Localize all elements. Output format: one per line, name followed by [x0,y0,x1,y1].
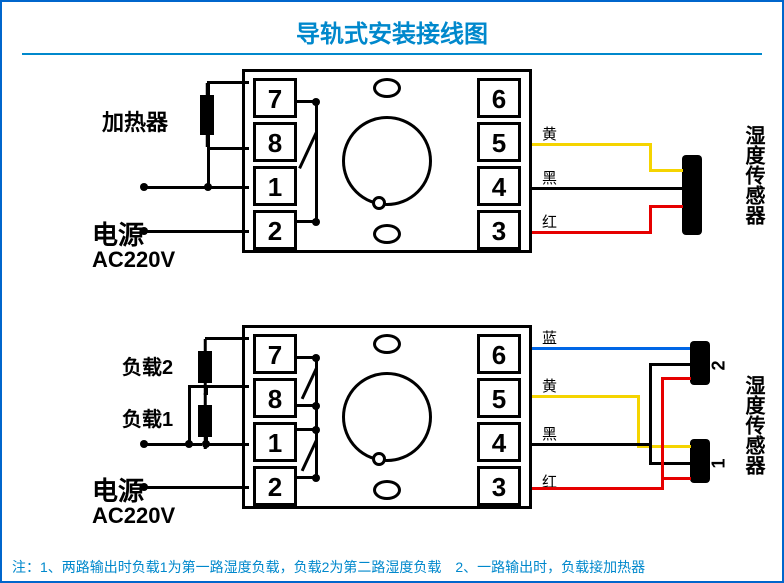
wire-label-red: 红 [542,211,557,232]
wire-red [661,377,664,489]
load2-icon [198,351,212,383]
wire [142,443,202,446]
sensor2-icon [690,341,710,385]
terminal-8: 8 [253,122,297,162]
wire-black [649,363,652,465]
terminal-3: 3 [477,466,521,506]
terminal-7: 7 [253,334,297,374]
wire-yellow [532,395,640,398]
wire-yellow [532,143,652,146]
wire [142,486,249,489]
page-title: 导轨式安装接线图 [22,2,762,55]
wire-black [649,462,691,465]
load1-icon [198,405,212,437]
wire [207,81,210,95]
mount-hole-icon [373,78,401,98]
wire [207,147,249,150]
terminal-2: 2 [253,466,297,506]
wire [207,147,210,187]
center-dial-icon [342,372,432,462]
wire-blue [532,347,690,350]
terminal-4: 4 [477,166,521,206]
module-top: 7 8 1 2 6 5 4 3 [242,69,532,253]
terminal-3: 3 [477,210,521,250]
footnote: 注：1、两路输出时负载1为第一路湿度负载，负载2为第二路湿度负载 2、一路输出时… [12,557,772,577]
wire [205,443,249,446]
wire [188,385,206,388]
diagram-area: 7 8 1 2 6 5 4 3 加热器 电源 AC220V 湿度传感器 黄 黑 … [2,55,782,565]
terminal-2: 2 [253,210,297,250]
terminal-1: 1 [253,166,297,206]
terminal-5: 5 [477,122,521,162]
terminal-5: 5 [477,378,521,418]
ac-label: AC220V [92,247,175,273]
wire [205,337,249,340]
wire [207,81,249,84]
terminal-dot-icon [140,440,148,448]
wire-black [649,363,691,366]
mount-hole-icon [373,480,401,500]
wire-black [532,443,652,446]
wire-yellow [649,143,652,171]
wire-label-yellow: 黄 [542,123,557,144]
wire-yellow [649,169,683,172]
heater-icon [200,95,214,135]
wire-red [649,205,683,208]
sensor1-num: 1 [709,458,730,468]
mount-hole-icon [373,224,401,244]
sensor1-icon [690,439,710,483]
load2-label: 负载2 [122,351,173,380]
mount-hole-icon [373,334,401,354]
wire-label-black: 黑 [542,423,557,444]
wire-red [532,487,664,490]
wire-label-black: 黑 [542,167,557,188]
terminal-1: 1 [253,422,297,462]
sensor-label: 湿度传感器 [739,125,768,225]
wire [205,385,249,388]
wire-yellow [637,395,640,445]
terminal-4: 4 [477,422,521,462]
wire-red [649,205,652,233]
ac-label: AC220V [92,503,175,529]
terminal-7: 7 [253,78,297,118]
wire-black [532,187,682,190]
heater-label: 加热器 [102,105,168,137]
junction-dot-icon [202,440,210,448]
sensor-icon [682,155,702,235]
sensor2-num: 2 [709,360,730,370]
wire-red [532,231,652,234]
wire [142,230,249,233]
terminal-8: 8 [253,378,297,418]
terminal-6: 6 [477,78,521,118]
terminal-dot-icon [140,227,148,235]
center-dial-icon [342,116,432,206]
wire-label-blue: 蓝 [542,327,557,348]
terminal-dot-icon [140,483,148,491]
wire-red [661,377,691,380]
wire [142,186,249,189]
terminal-6: 6 [477,334,521,374]
wire [188,385,191,443]
wire-label-yellow: 黄 [542,375,557,396]
module-bottom: 7 8 1 2 6 5 4 3 [242,325,532,509]
sensor-label: 湿度传感器 [739,375,768,475]
wire-red [661,477,691,480]
terminal-dot-icon [140,183,148,191]
load1-label: 负载1 [122,403,173,432]
